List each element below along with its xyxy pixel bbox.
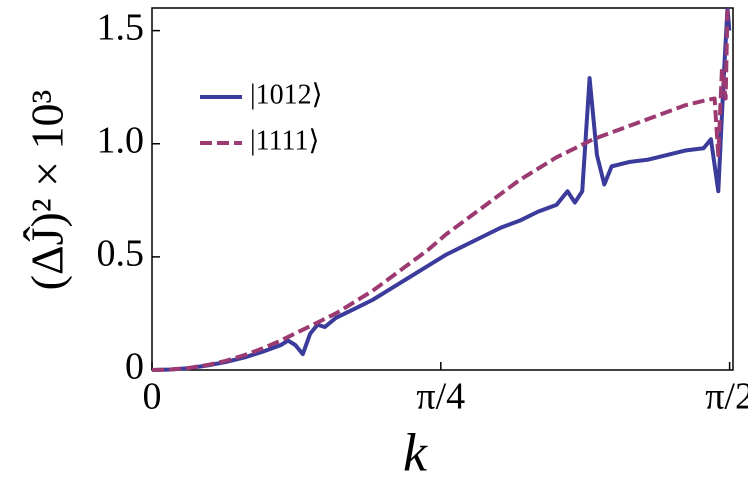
y-tick-label: 1.0 <box>97 119 145 161</box>
legend-label: |1012⟩ <box>250 79 323 110</box>
y-tick-label: 1.5 <box>97 6 145 48</box>
y-axis-label: (ΔĴ)² × 10³ <box>22 90 73 291</box>
legend-label: |1111⟩ <box>250 125 319 156</box>
x-axis-label: k <box>403 422 428 482</box>
y-tick-label: 0 <box>125 346 144 388</box>
x-tick-label: π/4 <box>416 376 465 418</box>
series-line <box>152 8 732 372</box>
y-tick-label: 0.5 <box>97 233 145 275</box>
plot-frame <box>151 7 734 371</box>
x-tick-label: 0 <box>143 376 162 418</box>
plot-area <box>152 8 732 372</box>
series-line <box>152 8 730 372</box>
x-tick-label: π/2 <box>705 376 748 418</box>
